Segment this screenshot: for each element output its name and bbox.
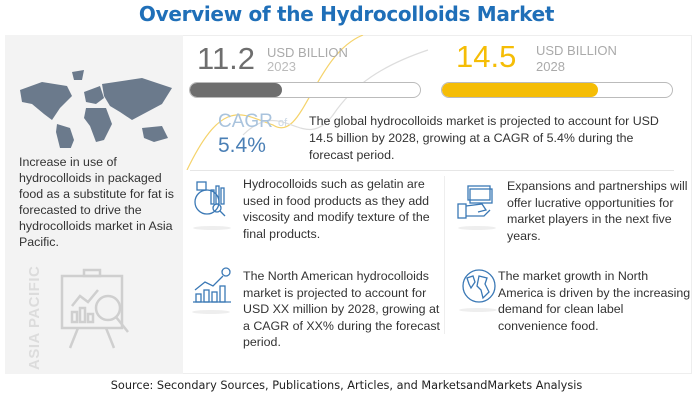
growth-chart-icon (193, 267, 231, 303)
globe-icon (462, 269, 496, 303)
insight-text: Expansions and partnerships will offer l… (507, 179, 688, 243)
icon-shadow (193, 226, 231, 230)
year-2023: 2023 (267, 59, 296, 74)
market-summary: The global hydrocolloids market is proje… (309, 114, 659, 162)
cagr-value: 5.4% (218, 134, 266, 157)
insight-text: Hydrocolloids such as gelatin are used i… (243, 177, 430, 241)
icon-shadow (192, 310, 230, 314)
progress-bar-2023 (189, 82, 421, 98)
money-hand-icon (457, 185, 493, 219)
market-value-2023: 11.2 (197, 41, 256, 76)
icon-shadow (459, 308, 497, 312)
divider (444, 176, 445, 334)
insight-text: The North American hydrocolloids market … (243, 269, 440, 349)
cagr-of: of (278, 117, 288, 129)
analytics-icon (194, 181, 226, 217)
progress-bar-2028 (441, 82, 673, 98)
unit-2023: USD BILLION (267, 45, 348, 60)
insight-text: The market growth in North America is dr… (498, 269, 691, 333)
asia-pacific-description: Increase in use of hydrocolloids in pack… (19, 155, 174, 249)
unit-2028: USD BILLION (536, 43, 617, 58)
year-2028: 2028 (536, 59, 565, 74)
presentation-magnifier-icon (60, 268, 129, 349)
source-note: Source: Secondary Sources, Publications,… (110, 379, 583, 392)
market-value-2028: 14.5 (456, 39, 517, 74)
cagr-label: CAGR (218, 111, 273, 132)
page-title: Overview of the Hydrocolloids Market (138, 2, 555, 26)
world-map-icon (20, 70, 172, 148)
region-label: ASIA PACIFIC (26, 265, 43, 370)
divider (190, 170, 674, 171)
icon-shadow (458, 226, 496, 230)
decorative-curves (186, 35, 429, 170)
